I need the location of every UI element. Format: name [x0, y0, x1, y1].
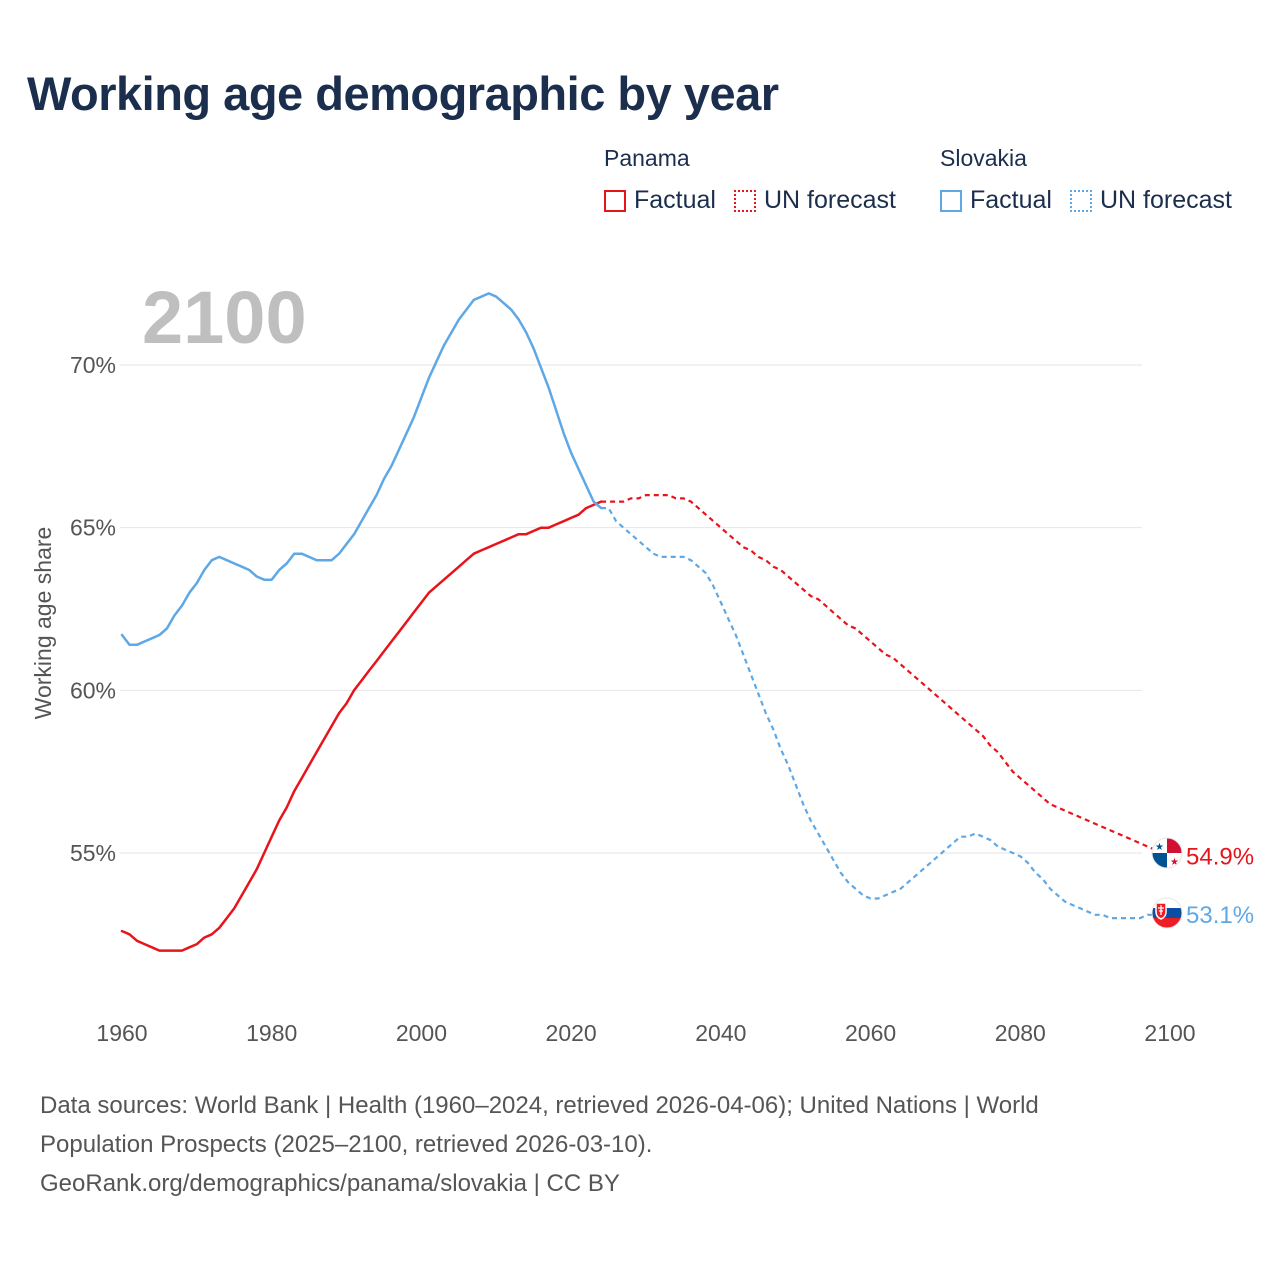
year-watermark: 2100 — [142, 276, 307, 359]
end-label-panama: 54.9% — [1186, 843, 1254, 870]
y-tick-label: 70% — [70, 352, 116, 378]
x-tick-label: 2040 — [695, 1020, 746, 1046]
y-tick-label: 60% — [70, 677, 116, 703]
legend-item-slovakia-forecast[interactable]: UN forecast — [1069, 186, 1232, 215]
x-tick-label: 1960 — [96, 1020, 147, 1046]
legend-swatch-solid-icon — [940, 189, 962, 212]
footer-link[interactable]: GeoRank.org/demographics/panama/slovakia… — [40, 1170, 620, 1197]
series-line-panama-factual[interactable] — [120, 500, 603, 952]
chart-area: 2100 Working age share 55% 60% 65% 70% 1960 1… — [30, 276, 1254, 1046]
series-line-panama-forecast[interactable] — [601, 494, 1171, 858]
x-tick-label: 2100 — [1144, 1020, 1195, 1046]
svg-text:★: ★ — [1170, 857, 1179, 868]
x-tick-label: 2060 — [845, 1020, 896, 1046]
series-line-slovakia-factual[interactable] — [120, 292, 603, 647]
legend-item-panama-factual[interactable]: Factual — [604, 186, 716, 215]
end-label-slovakia: 53.1% — [1186, 902, 1254, 929]
legend-item-panama-forecast[interactable]: UN forecast — [733, 186, 896, 215]
legend-label: Factual — [970, 186, 1052, 214]
svg-text:★: ★ — [1155, 842, 1164, 853]
legend-swatch-solid-icon — [604, 189, 626, 212]
x-tick-label: 2080 — [995, 1020, 1046, 1046]
series-line-slovakia-forecast[interactable] — [601, 507, 1170, 920]
y-tick-label: 55% — [70, 840, 116, 866]
x-tick-label: 2000 — [396, 1020, 447, 1046]
legend-group-slovakia: Slovakia Factual UN forecast — [940, 145, 1250, 215]
legend-swatch-dotted-icon — [733, 189, 756, 212]
footer-line: Population Prospects (2025–2100, retriev… — [40, 1131, 653, 1158]
legend-swatch-dotted-icon — [1069, 189, 1092, 212]
footer-sources: Data sources: World Bank | Health (1960–… — [40, 1086, 1180, 1203]
x-tick-label: 2020 — [546, 1020, 597, 1046]
legend-label: Factual — [634, 186, 716, 214]
footer-line: Data sources: World Bank | Health (1960–… — [40, 1092, 1039, 1119]
legend-group-panama: Panama Factual UN forecast — [604, 145, 914, 215]
y-tick-label: 65% — [70, 515, 116, 541]
legend-title-panama: Panama — [604, 145, 690, 171]
legend-title-slovakia: Slovakia — [940, 145, 1027, 171]
legend-label: UN forecast — [763, 186, 896, 214]
flag-slovakia-icon — [1151, 897, 1183, 929]
legend-item-slovakia-factual[interactable]: Factual — [940, 186, 1052, 215]
x-tick-label: 1980 — [246, 1020, 297, 1046]
legend-label: UN forecast — [1099, 186, 1232, 214]
chart-title: Working age demographic by year — [27, 67, 779, 120]
flag-panama-icon: ★ ★ — [1151, 837, 1183, 869]
y-axis-label: Working age share — [30, 527, 56, 720]
